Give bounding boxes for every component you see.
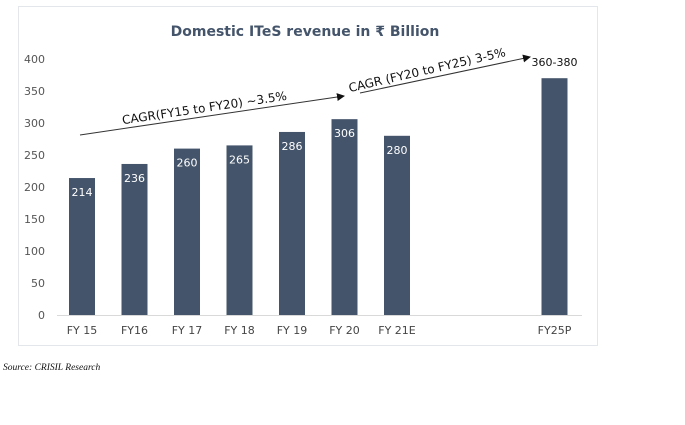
chart-title: Domestic ITeS revenue in ₹ Billion <box>171 24 440 40</box>
cagr-arrow-1 <box>79 93 345 136</box>
x-tick-label: FY 17 <box>172 324 203 337</box>
cagr-label-2-background <box>342 37 514 101</box>
y-tick-label: 400 <box>24 53 45 66</box>
data-label: 236 <box>124 172 145 185</box>
bar <box>174 148 200 315</box>
bar <box>226 145 253 315</box>
source-note: Source: CRISIL Research <box>3 363 101 373</box>
y-tick-label: 200 <box>24 181 45 194</box>
bar <box>69 178 95 315</box>
y-tick-label: 100 <box>24 245 45 258</box>
chart-frame <box>18 6 598 346</box>
x-tick-label: FY25P <box>538 324 572 337</box>
y-tick-label: 150 <box>24 213 45 226</box>
x-tick-label: FY 19 <box>277 324 308 337</box>
x-tick-label: FY 15 <box>67 324 98 337</box>
data-label: 265 <box>229 153 250 166</box>
y-tick-label: 300 <box>24 117 45 130</box>
x-tick-label: FY 21E <box>378 324 416 337</box>
y-tick-label: 50 <box>31 277 45 290</box>
data-label: 360-380 <box>532 56 578 69</box>
bar <box>121 163 148 315</box>
y-tick-label: 350 <box>24 85 45 98</box>
bar <box>541 78 568 315</box>
y-tick-label: 250 <box>24 149 45 162</box>
data-label: 214 <box>72 186 93 199</box>
bar <box>384 135 410 315</box>
x-tick-label: FY 18 <box>224 324 255 337</box>
bar <box>331 119 358 315</box>
data-label: 280 <box>387 144 408 157</box>
cagr-arrow-2 <box>359 54 531 94</box>
x-tick-label: FY16 <box>121 324 148 337</box>
bar <box>279 131 305 315</box>
data-label: 286 <box>282 140 303 153</box>
y-tick-label: 0 <box>38 309 45 322</box>
data-label: 306 <box>334 127 355 140</box>
data-label: 260 <box>177 157 198 170</box>
x-tick-label: FY 20 <box>329 324 360 337</box>
